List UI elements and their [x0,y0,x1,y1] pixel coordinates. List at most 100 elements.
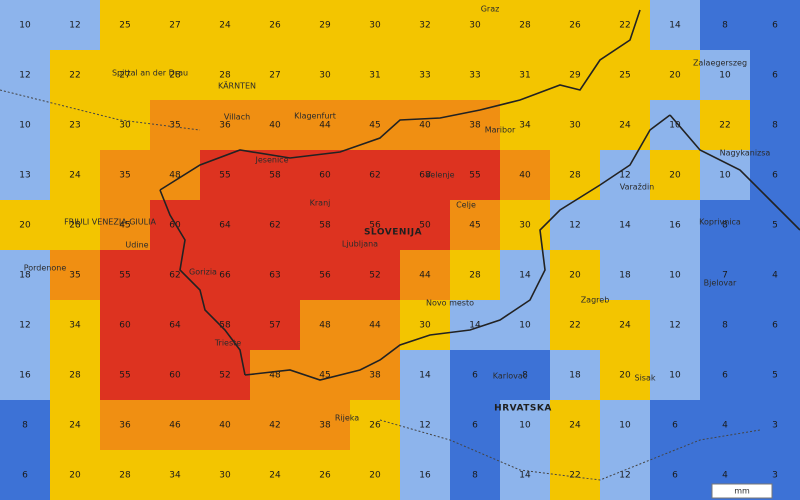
precip-value: 26 [369,421,381,431]
precip-cell [700,250,751,301]
precip-value: 28 [69,371,81,381]
precip-value: 20 [19,221,31,231]
precip-cell [650,50,701,101]
precip-cell [300,50,351,101]
precip-cell [650,450,701,500]
precip-value: 48 [269,371,281,381]
precip-value: 24 [619,121,631,131]
precip-value: 44 [419,271,431,281]
precip-cell [250,350,301,401]
place: Ljubljana [342,240,378,249]
precip-cell [650,0,701,51]
precip-value: 24 [219,21,231,31]
precip-value: 24 [269,471,281,481]
precip-value: 23 [69,121,80,131]
place-labels: Graz Spittal an der Drau KÄRNTEN Villach… [24,5,771,423]
precip-cell [350,400,401,451]
precip-value: 42 [269,421,280,431]
precip-value: 12 [419,421,430,431]
precip-cell [450,250,501,301]
precip-cell [700,150,751,201]
precip-cell [200,0,251,51]
place: Bjelovar [704,279,737,288]
precip-value: 58 [319,221,331,231]
precip-value: 29 [319,21,331,31]
precip-value: 40 [219,421,231,431]
precip-cell [100,50,151,101]
precip-value: 28 [219,71,231,81]
precip-value: 40 [519,171,531,181]
precip-cell [0,100,51,151]
precip-value: 34 [519,121,531,131]
place: Velenje [425,171,454,180]
precip-cell [100,300,151,351]
precip-value: 10 [519,421,531,431]
precip-cell [0,350,51,401]
precip-value: 20 [69,471,81,481]
precip-cell [150,150,201,201]
precip-value: 58 [219,321,231,331]
precip-value: 55 [119,371,130,381]
border-slovenia-croatia [244,114,671,381]
precip-cell [150,300,201,351]
precip-cell [750,50,800,101]
precip-cell [300,200,351,251]
precip-value: 8 [522,371,528,381]
precip-cell [350,50,401,101]
precip-value: 16 [19,371,31,381]
precip-value: 6 [472,371,478,381]
precip-value: 10 [519,321,531,331]
precip-cell [450,200,501,251]
precip-value: 8 [22,421,28,431]
precip-value: 60 [169,221,181,231]
precip-value: 16 [419,471,431,481]
precip-value: 34 [169,471,181,481]
precip-cell [600,450,651,500]
precip-value: 34 [69,321,81,331]
precip-value: 66 [219,271,231,281]
precip-value: 6 [722,371,728,381]
place: Klagenfurt [294,112,336,121]
precip-cell [700,50,751,101]
precip-cell [600,350,651,401]
precip-cell [150,0,201,51]
precip-cell [100,150,151,201]
precip-value: 28 [69,221,81,231]
precip-value: 30 [419,321,431,331]
precip-value: 20 [619,371,631,381]
precip-value: 5 [772,371,778,381]
precip-cell [750,100,800,151]
precip-value: 63 [269,271,280,281]
precip-cell [450,50,501,101]
precip-cell [150,400,201,451]
precip-cell [150,350,201,401]
place: Trieste [214,339,241,348]
precip-value: 24 [69,171,81,181]
place: Novo mesto [426,299,474,308]
precip-value: 18 [619,271,631,281]
precip-cell [700,200,751,251]
region: FRIULI VENEZIA GIULIA [64,218,156,227]
precip-value: 26 [269,21,281,31]
precip-value: 10 [669,371,681,381]
precip-value: 14 [669,21,681,31]
precip-cell [600,150,651,201]
precip-cell [150,100,201,151]
precip-value: 24 [569,421,581,431]
precip-cell [750,200,800,251]
precip-value: 30 [519,221,531,231]
precip-value: 4 [722,421,728,431]
precip-cell [450,0,501,51]
precip-value: 60 [119,321,131,331]
precip-cell [200,100,251,151]
precip-value: 30 [469,21,481,31]
precip-value: 57 [269,321,280,331]
precip-cell [500,300,551,351]
precip-value: 60 [169,371,181,381]
precip-value: 36 [219,121,231,131]
precip-value: 14 [519,471,531,481]
precip-value: 6 [772,71,778,81]
precip-cell [0,0,51,51]
